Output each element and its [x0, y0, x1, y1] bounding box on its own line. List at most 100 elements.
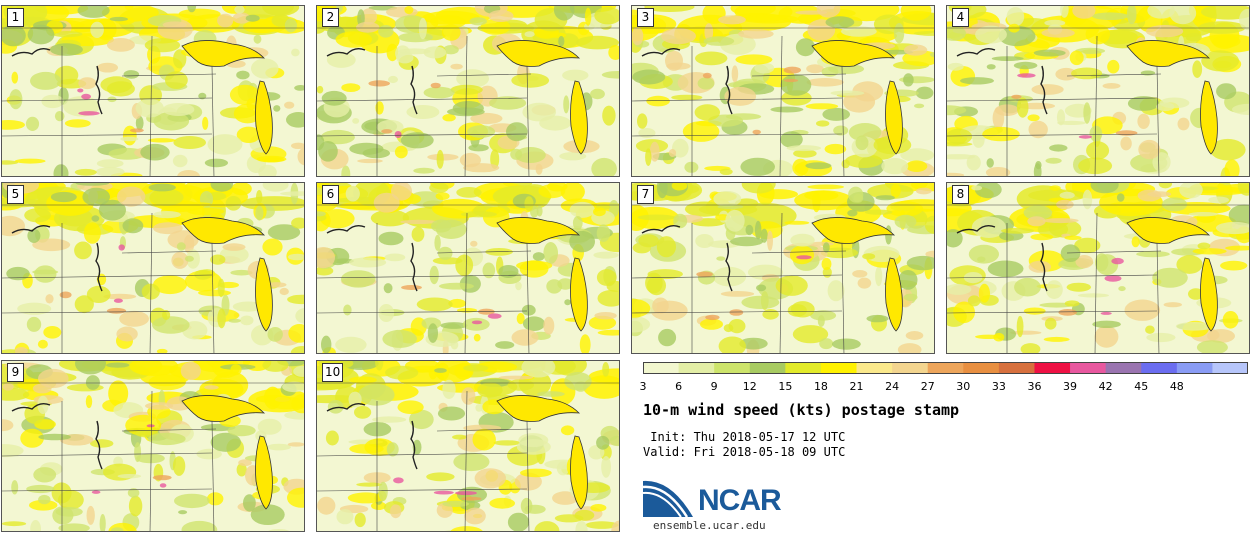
boundary-line: [841, 242, 845, 353]
boundary-line: [121, 428, 217, 432]
river-line: [326, 224, 366, 234]
ncar-logo-icon: [643, 480, 693, 518]
colorbar-tick-label: 27: [920, 380, 935, 393]
boundary-line: [841, 65, 845, 176]
boundary-line: [632, 133, 843, 137]
boundary-line: [149, 35, 153, 176]
boundary-line: [1066, 250, 1162, 254]
ensemble-member-panel-6: 6: [316, 182, 620, 354]
lake-michigan: [1200, 80, 1218, 155]
colorbar-tick-label: 6: [675, 380, 683, 393]
lake-superior: [811, 217, 896, 244]
boundary-line: [2, 310, 213, 314]
boundary-line: [464, 390, 468, 531]
member-number-label: 4: [952, 8, 969, 27]
member-number-label: 5: [7, 185, 24, 204]
ensemble-member-panel-3: 3: [631, 5, 935, 177]
lake-superior: [1126, 217, 1211, 244]
colorbar-swatch: [1070, 362, 1107, 374]
boundary-line: [947, 310, 1158, 314]
river-line: [1040, 242, 1048, 292]
wind-speed-map: [2, 6, 304, 176]
boundary-line: [632, 274, 843, 279]
river-line: [95, 242, 103, 292]
lake-michigan: [255, 80, 273, 155]
colorbar-tick-label: 21: [849, 380, 864, 393]
member-number-label: 2: [322, 8, 339, 27]
boundary-line: [1094, 35, 1098, 176]
river-line: [95, 420, 103, 470]
ensemble-member-panel-7: 7: [631, 182, 935, 354]
colorbar-tick-label: 15: [778, 380, 793, 393]
colorbar-swatch: [820, 362, 858, 374]
colorbar-border: [643, 362, 1248, 374]
member-number-label: 1: [7, 8, 24, 27]
wind-field: [317, 183, 619, 353]
colorbar-swatch: [998, 362, 1035, 374]
lake-michigan: [570, 435, 588, 510]
boundary-line: [2, 133, 213, 137]
wind-speed-map: [947, 6, 1249, 176]
boundary-line: [317, 488, 528, 492]
boundary-line: [751, 73, 847, 77]
boundary-line: [211, 65, 215, 176]
lake-superior: [496, 40, 581, 67]
ensemble-member-panel-4: 4: [946, 5, 1250, 177]
boundary-line: [2, 488, 213, 492]
boundary-line: [211, 242, 215, 353]
river-line: [410, 242, 418, 292]
lake-superior: [181, 217, 266, 244]
ensemble-member-panel-8: 8: [946, 182, 1250, 354]
lake-superior: [1126, 40, 1211, 67]
colorbar-swatch: [892, 362, 929, 374]
boundary-line: [779, 212, 783, 353]
wind-speed-map: [632, 183, 934, 353]
colorbar-tick-label: 18: [813, 380, 828, 393]
boundary-line: [317, 97, 528, 102]
lake-superior: [811, 40, 896, 67]
boundary-line: [2, 97, 213, 102]
boundary-line: [436, 73, 532, 77]
wind-field: [632, 183, 934, 353]
lake-michigan: [885, 80, 903, 155]
river-line: [326, 47, 366, 57]
init-time: Init: Thu 2018-05-17 12 UTC: [643, 430, 846, 444]
boundary-line: [2, 274, 213, 279]
boundary-line: [464, 212, 468, 353]
boundary-line: [464, 35, 468, 176]
boundary-line: [947, 97, 1158, 102]
lake-superior: [181, 395, 266, 422]
river-line: [410, 65, 418, 115]
website-url: ensemble.ucar.edu: [653, 519, 766, 532]
boundary-line: [526, 242, 530, 353]
colorbar-tick-label: 42: [1098, 380, 1113, 393]
colorbar-tick-label: 48: [1169, 380, 1184, 393]
colorbar-swatch: [1034, 362, 1071, 374]
wind-speed-map: [2, 361, 304, 531]
river-line: [11, 224, 51, 234]
river-line: [725, 65, 733, 115]
member-number-label: 3: [637, 8, 654, 27]
boundary-line: [121, 73, 217, 77]
river-line: [956, 47, 996, 57]
river-line: [326, 402, 366, 412]
ensemble-member-panel-2: 2: [316, 5, 620, 177]
colorbar-tick-label: 39: [1063, 380, 1078, 393]
colorbar-swatch: [1141, 362, 1178, 374]
boundary-line: [1156, 242, 1160, 353]
wind-field: [317, 361, 619, 531]
colorbar-tick-label: 30: [956, 380, 971, 393]
river-line: [725, 242, 733, 292]
ncar-logo-text: NCAR: [698, 484, 782, 517]
boundary-line: [526, 65, 530, 176]
river-line: [11, 47, 51, 57]
wind-speed-map: [947, 183, 1249, 353]
colorbar-tick-label: 9: [710, 380, 718, 393]
colorbar-tick-label: 45: [1134, 380, 1149, 393]
wind-speed-colorbar: [643, 362, 1248, 374]
river-line: [1040, 65, 1048, 115]
wind-speed-map: [2, 183, 304, 353]
wind-field: [947, 6, 1249, 176]
wind-speed-map: [317, 6, 619, 176]
boundary-line: [149, 390, 153, 531]
